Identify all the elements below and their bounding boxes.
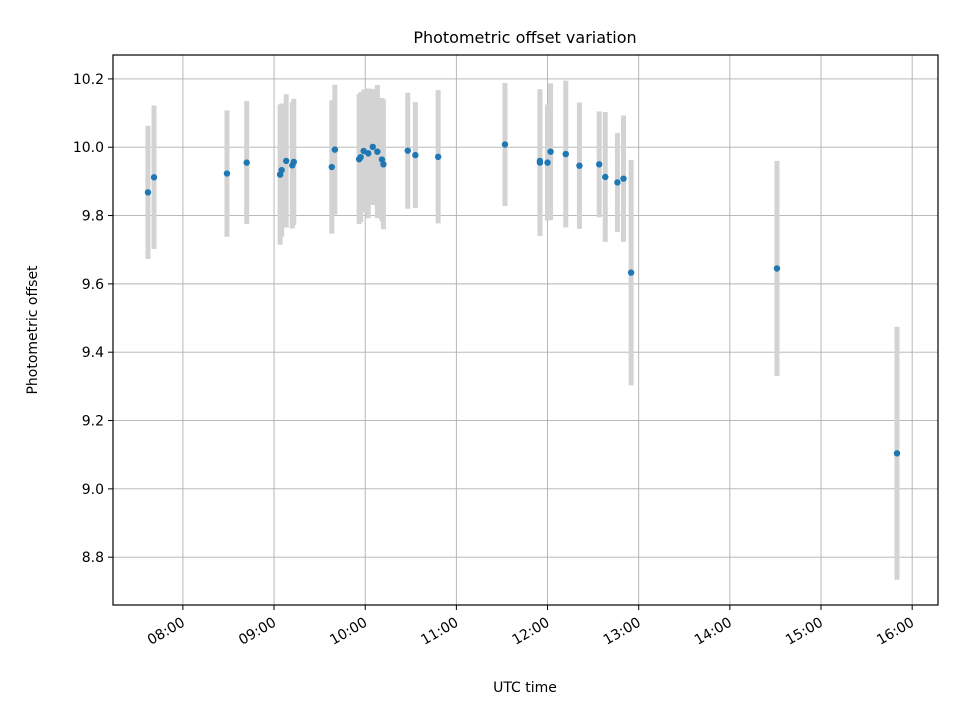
- x-tick-label: 12:00: [510, 615, 553, 649]
- y-tick-label: 9.0: [82, 482, 104, 498]
- data-point: [278, 166, 285, 174]
- data-point: [223, 170, 231, 177]
- data-point: [380, 161, 387, 168]
- x-tick-label: 13:00: [601, 615, 644, 649]
- data-point: [602, 173, 609, 181]
- data-point: [536, 157, 544, 165]
- grid-lines: [113, 55, 938, 605]
- data-point: [576, 162, 583, 169]
- data-point: [144, 189, 152, 196]
- x-tick-label: 16:00: [874, 615, 917, 649]
- x-tick-label: 09:00: [236, 615, 279, 649]
- y-tick-label: 10.2: [73, 72, 104, 88]
- x-axis-label: UTC time: [493, 680, 557, 696]
- data-point: [562, 150, 569, 158]
- data-point: [404, 147, 411, 154]
- data-point: [620, 175, 627, 182]
- data-points: [144, 141, 901, 457]
- data-point: [412, 151, 419, 159]
- y-axis-ticks: 8.8 9.0 9.2 9.4 9.6 9.8 10.0 10.2: [73, 72, 113, 566]
- y-tick-label: 9.6: [82, 277, 104, 293]
- data-point: [893, 450, 901, 457]
- data-point: [595, 161, 603, 168]
- data-point: [627, 269, 635, 276]
- data-point: [283, 157, 290, 165]
- data-point: [331, 146, 339, 153]
- x-tick-label: 14:00: [692, 615, 735, 649]
- data-point: [369, 143, 377, 151]
- error-bars: [145, 80, 900, 580]
- y-tick-label: 10.0: [73, 140, 104, 156]
- data-point: [434, 153, 442, 161]
- x-axis-ticks: 08:00 09:00 10:00 11:00 12:00 13:00 14:00 15:00…: [145, 605, 917, 649]
- data-point: [150, 174, 158, 181]
- x-tick-label: 11:00: [418, 615, 461, 649]
- plot-area-frame: [112, 54, 939, 606]
- data-point: [328, 163, 335, 171]
- data-point: [547, 148, 554, 155]
- data-point: [544, 159, 551, 166]
- data-point: [501, 141, 509, 148]
- data-point: [243, 159, 250, 166]
- y-axis-label: Photometric offset: [25, 265, 41, 395]
- data-point: [614, 179, 621, 186]
- data-point: [290, 158, 298, 166]
- data-point: [374, 148, 381, 155]
- x-tick-label: 10:00: [327, 615, 370, 649]
- data-point: [357, 153, 364, 161]
- x-tick-label: 08:00: [145, 615, 188, 649]
- chart-title: Photometric offset variation: [413, 28, 636, 47]
- y-tick-label: 9.2: [82, 414, 104, 430]
- data-point: [773, 265, 781, 272]
- y-tick-label: 8.8: [82, 550, 104, 566]
- y-tick-label: 9.4: [82, 345, 104, 361]
- data-point: [365, 150, 372, 157]
- x-tick-label: 15:00: [783, 615, 826, 649]
- y-tick-label: 9.8: [82, 209, 104, 225]
